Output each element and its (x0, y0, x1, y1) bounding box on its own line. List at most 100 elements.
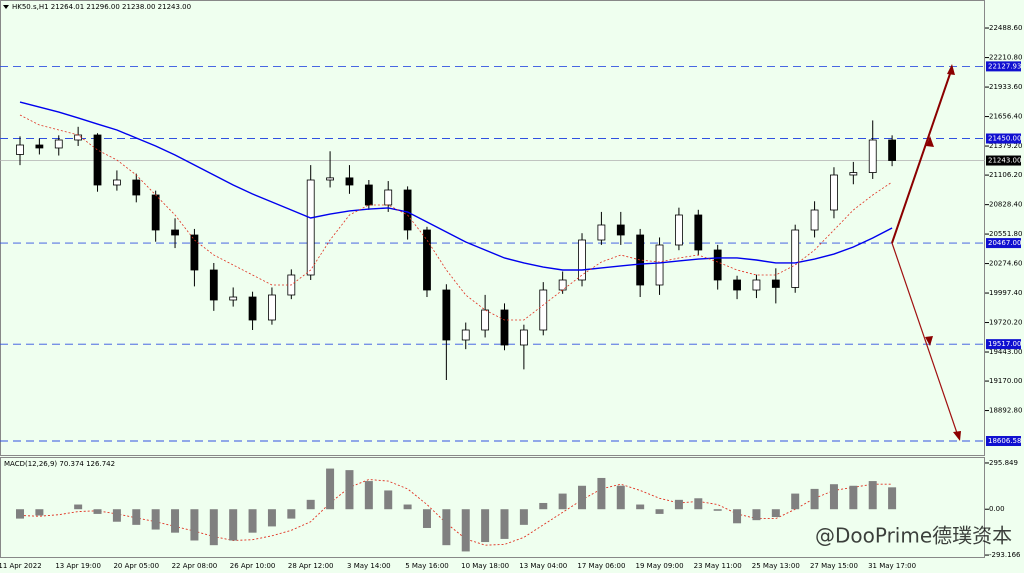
candle-body (248, 296, 257, 321)
x-tick-label: 26 Apr 10:00 (230, 562, 276, 570)
macd-bar (93, 509, 102, 514)
y-tick-label: 20551.80 (989, 230, 1022, 238)
candle-body (209, 269, 218, 301)
candle-body (461, 329, 470, 341)
macd-bar (248, 509, 257, 533)
x-tick-label: 20 Apr 05:00 (113, 562, 159, 570)
candle-body (151, 194, 160, 231)
candle-body (810, 209, 819, 231)
candle-body (616, 224, 625, 236)
macd-bar (674, 499, 683, 510)
candle-body (268, 294, 276, 321)
macd-legend: MACD(12,26,9) 70.374 126.742 (4, 460, 115, 468)
x-tick-label: 28 Apr 12:00 (288, 562, 334, 570)
y-tick-label: 18892.80 (989, 407, 1022, 415)
macd-bar (151, 509, 160, 530)
candle-body (54, 139, 63, 149)
pane-icon (3, 5, 9, 9)
y-tick-label: 22210.80 (989, 54, 1022, 62)
current-price-label: 21243.00 (988, 157, 1021, 165)
x-tick-label: 17 May 06:00 (577, 562, 625, 570)
candle-body (93, 134, 102, 186)
macd-bar (364, 481, 373, 510)
y-tick-label: 21656.40 (989, 113, 1022, 121)
macd-bar (597, 477, 606, 510)
macd-bar (810, 488, 819, 510)
y-tick-label: 295.849 (989, 459, 1018, 467)
candle-body (675, 214, 683, 246)
candle-body (74, 134, 83, 141)
x-tick-label: 31 May 17:00 (868, 562, 916, 570)
current-price-box (986, 155, 1021, 166)
x-tick-label: 19 May 09:00 (636, 562, 684, 570)
x-tick-label: 22 Apr 08:00 (172, 562, 218, 570)
macd-bar (752, 509, 761, 521)
candle-body (403, 189, 412, 231)
macd-bar (771, 509, 780, 518)
candle-body (423, 229, 431, 291)
macd-bar (384, 490, 393, 510)
macd-bar (713, 509, 722, 511)
candle-body (35, 144, 44, 149)
candle-body (597, 224, 606, 241)
forecast-arrows (891, 64, 961, 441)
macd-bar (422, 509, 431, 528)
candle-body (868, 139, 877, 173)
level-box (986, 436, 1021, 447)
candle-body (830, 174, 838, 211)
candle-body (171, 229, 179, 236)
candle-body (519, 329, 528, 346)
macd-bar (849, 485, 858, 510)
price-legend: HK50.s,H1 21264.01 21296.00 21238.00 212… (12, 3, 191, 11)
candle-body (539, 289, 548, 331)
macd-bar (306, 499, 315, 510)
macd-bar (35, 509, 44, 516)
candle-body (384, 189, 393, 206)
candle-body (694, 214, 703, 251)
macd-bar (74, 504, 83, 510)
macd-bar (16, 509, 24, 519)
indicator-line (19, 114, 893, 321)
macd-bar (132, 509, 141, 525)
candle-body (113, 179, 121, 186)
candle-body (364, 184, 373, 206)
level-box (986, 133, 1021, 144)
candle-body (733, 279, 741, 291)
candle-body (655, 244, 664, 286)
macd-bar (791, 493, 800, 510)
macd-bar (636, 504, 645, 510)
level-label: 18606.58 (988, 437, 1021, 445)
macd-bar (558, 493, 567, 510)
arrow-head (926, 136, 934, 147)
macd-bar (209, 509, 218, 546)
candle-body (791, 229, 800, 288)
x-tick-label: 27 May 15:00 (810, 562, 858, 570)
macd-bar (888, 487, 897, 510)
candle-body (132, 179, 141, 196)
macd-bar (481, 509, 490, 543)
x-tick-label: 13 Apr 19:00 (55, 562, 101, 570)
candle-body (306, 179, 315, 276)
macd-bar (829, 484, 838, 510)
level-box (986, 339, 1021, 350)
level-label: 20467.00 (988, 239, 1021, 247)
indicator-line (19, 101, 893, 271)
y-tick-label: 19170.00 (989, 377, 1022, 385)
x-tick-label: 13 May 04:00 (519, 562, 567, 570)
candle-body (481, 309, 490, 331)
candle-body (888, 139, 896, 161)
level-label: 22127.93 (988, 62, 1021, 70)
y-tick-label: -293.166 (989, 551, 1021, 559)
y-tick-label: 20274.60 (989, 260, 1022, 268)
macd-bar (190, 509, 199, 541)
macd-bar (500, 509, 509, 539)
candle-body (190, 234, 199, 271)
candle-body (16, 144, 24, 155)
macd-bar (267, 509, 276, 527)
candle-body (771, 279, 780, 288)
y-tick-label: 19997.40 (989, 289, 1022, 297)
macd-bar (868, 481, 877, 510)
arrow-up (891, 67, 953, 244)
macd-bar (345, 470, 354, 510)
